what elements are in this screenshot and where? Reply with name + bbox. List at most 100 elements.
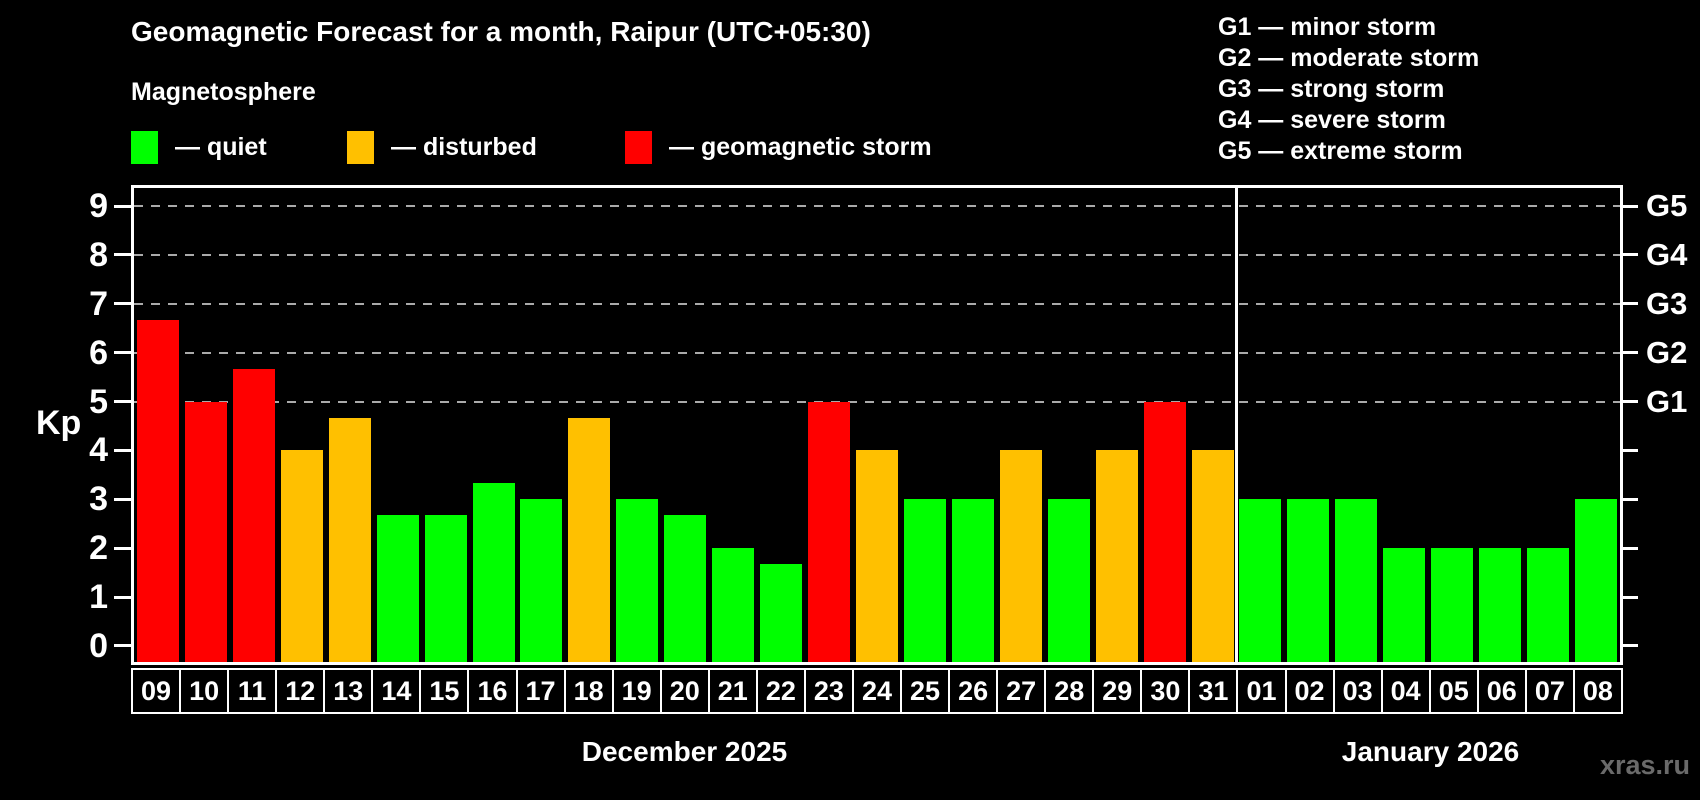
kp-bar-day-20 [664,515,707,662]
day-label-30: 30 [1140,668,1191,714]
gridline-kp-7 [134,302,1620,305]
day-label-22: 22 [755,668,806,714]
kp-bar-day-13 [328,417,371,662]
g2-legend-line: G2 — moderate storm [1218,44,1480,72]
gridline-kp-8 [134,253,1620,256]
g4-legend-line: G4 — severe storm [1218,106,1446,134]
y-tick-label-0: 0 [89,626,108,665]
left-tick-kp-5 [114,400,131,404]
kp-bar-day-21 [712,548,755,662]
day-label-07: 07 [1524,668,1575,714]
day-label-18: 18 [563,668,614,714]
day-label-13: 13 [323,668,374,714]
kp-bar-day-23 [808,401,851,662]
kp-bar-day-26 [951,499,994,662]
kp-bar-day-18 [568,417,611,662]
kp-bar-day-15 [424,515,467,662]
chart-title: Geomagnetic Forecast for a month, Raipur… [131,16,871,47]
left-tick-kp-9 [114,204,131,208]
kp-bar-day-04 [1383,548,1426,662]
g3-legend-line: G3 — strong storm [1218,75,1445,103]
day-label-row: 09 10 11 12 13 14 15 16 17 18 19 20 21 22 23 24 25 26 27 28… [131,668,1623,714]
kp-bar-day-09 [136,319,179,662]
kp-bar-day-24 [856,450,898,662]
day-label-21: 21 [707,668,758,714]
day-label-23: 23 [803,668,854,714]
day-label-19: 19 [611,668,662,714]
right-tick-kp-0 [1621,644,1638,648]
day-label-28: 28 [1044,668,1095,714]
left-tick-kp-8 [114,253,131,257]
legend-item-quiet: — quiet [131,128,267,166]
day-label-11: 11 [227,668,278,714]
kp-bar-day-08 [1575,499,1618,662]
y-tick-label-2: 2 [89,529,108,568]
g-scale-label-g5: G5 [1646,188,1688,224]
y-tick-label-5: 5 [89,382,108,421]
kp-bar-day-28 [1047,499,1090,662]
right-tick-kp-2 [1621,546,1638,550]
right-tick-kp-9 [1621,204,1638,208]
gridline-kp-6 [134,351,1620,354]
legend-label-storm: — geomagnetic storm [669,132,932,161]
g-scale-label-g3: G3 [1646,285,1688,321]
kp-bar-day-01 [1239,499,1282,662]
legend-item-disturbed: — disturbed [347,128,537,166]
day-label-05: 05 [1428,668,1479,714]
month-divider-line [1235,188,1239,662]
g-scale-label-g2: G2 [1646,334,1688,370]
disturbed-swatch [347,130,374,164]
y-tick-label-8: 8 [89,235,108,274]
day-label-31: 31 [1188,668,1239,714]
kp-bar-day-17 [520,499,563,662]
kp-bar-day-10 [184,401,227,662]
day-label-27: 27 [996,668,1047,714]
y-tick-label-3: 3 [89,480,108,519]
day-label-16: 16 [467,668,518,714]
right-tick-kp-5 [1621,400,1638,404]
kp-bar-day-14 [376,515,419,662]
left-tick-kp-2 [114,546,131,550]
day-label-29: 29 [1092,668,1143,714]
right-tick-kp-7 [1621,302,1638,306]
right-tick-kp-8 [1621,253,1638,257]
day-label-02: 02 [1284,668,1335,714]
kp-bar-day-25 [903,499,946,662]
g-scale-label-g4: G4 [1646,236,1688,272]
day-label-25: 25 [900,668,951,714]
day-label-06: 06 [1476,668,1527,714]
y-tick-label-7: 7 [89,284,108,323]
kp-bar-day-02 [1287,499,1330,662]
day-label-09: 09 [131,668,182,714]
day-label-20: 20 [659,668,710,714]
day-label-26: 26 [948,668,999,714]
g1-legend-line: G1 — minor storm [1218,13,1437,41]
left-tick-kp-3 [114,497,131,501]
left-tick-kp-7 [114,302,131,306]
kp-bar-day-07 [1527,548,1570,662]
g-scale-label-g1: G1 [1646,383,1688,419]
day-label-01: 01 [1236,668,1287,714]
g5-legend-line: G5 — extreme storm [1218,137,1463,165]
month-label-january: January 2026 [1341,736,1520,767]
day-label-10: 10 [179,668,230,714]
kp-bar-day-16 [472,483,515,662]
y-axis-title: Kp [36,404,82,442]
kp-bar-day-03 [1335,499,1378,662]
y-tick-label-9: 9 [89,187,108,226]
kp-bar-day-05 [1431,548,1474,662]
kp-bar-day-06 [1479,548,1522,662]
plot-area [131,185,1623,665]
day-label-08: 08 [1572,668,1623,714]
month-label-december: December 2025 [581,736,788,767]
left-tick-kp-4 [114,448,131,452]
legend-label-disturbed: — disturbed [391,132,537,161]
quiet-swatch [131,130,158,164]
day-label-03: 03 [1332,668,1383,714]
watermark: xras.ru [1599,750,1690,780]
kp-bar-day-27 [999,450,1042,662]
kp-bar-day-11 [232,368,275,662]
left-tick-kp-1 [114,595,131,599]
kp-bar-day-19 [616,499,659,662]
left-tick-kp-0 [114,644,131,648]
